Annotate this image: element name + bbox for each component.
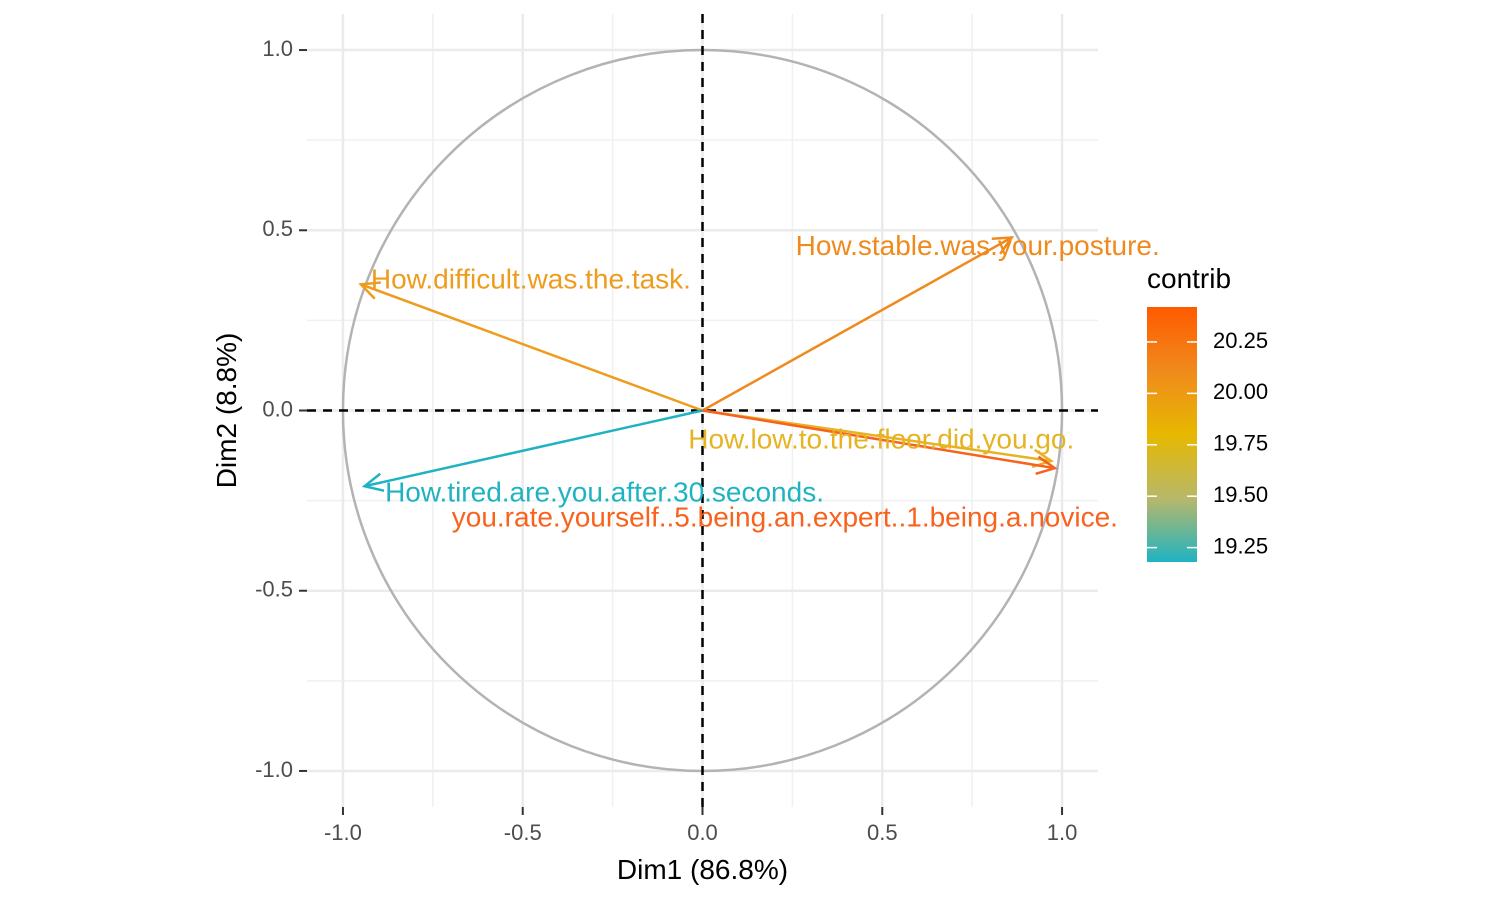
- variable-arrow: [358, 281, 703, 412]
- y-tick-label: 1.0: [262, 36, 293, 61]
- arrow-head: [991, 236, 1015, 255]
- x-tick-label: -0.5: [504, 820, 542, 845]
- variable-label: How.low.to.the.floor.did.you.go.: [688, 423, 1074, 454]
- variable-arrow: [361, 409, 703, 492]
- variable-arrow: [702, 409, 1058, 476]
- variable-label: you.rate.yourself..5.being.an.expert..1.…: [452, 502, 1118, 533]
- variable-label: How.tired.are.you.after.30.seconds.: [385, 477, 824, 508]
- arrow-head: [1035, 455, 1058, 476]
- y-tick-label: 0.5: [262, 216, 293, 241]
- x-axis-title: Dim1 (86.8%): [617, 854, 788, 885]
- legend-break-label: 19.25: [1213, 533, 1268, 558]
- y-tick-label: -1.0: [255, 757, 293, 782]
- arrow-head: [361, 472, 385, 492]
- x-tick-label: -1.0: [324, 820, 362, 845]
- variable-label: How.difficult.was.the.task.: [371, 264, 691, 295]
- arrow-shaft: [364, 409, 703, 488]
- legend-break-label: 20.00: [1213, 379, 1268, 404]
- y-axis-title: Dim2 (8.8%): [211, 333, 242, 489]
- axes: -1.0 -0.5 0.0 0.5 1.0 -1.0 -0.5 0.0 0.5 1.0: [255, 36, 1077, 845]
- legend-title: contrib: [1147, 263, 1231, 294]
- arrow-shaft: [360, 283, 703, 412]
- legend-break-label: 19.75: [1213, 431, 1268, 456]
- arrow-shaft: [701, 236, 1013, 412]
- legend-breaks: 20.25 20.00 19.75 19.50 19.25: [1147, 328, 1268, 558]
- x-tick-label: 0.0: [687, 820, 718, 845]
- variable-arrow: [701, 236, 1015, 412]
- variable-arrows: [358, 236, 1058, 492]
- y-tick-label: -0.5: [255, 577, 293, 602]
- x-tick-label: 1.0: [1047, 820, 1078, 845]
- arrow-head: [358, 281, 381, 300]
- variable-labels: How.stable.was.your.posture. How.difficul…: [371, 230, 1160, 533]
- zero-reference-lines: [307, 14, 1098, 807]
- legend-colorbar: [1147, 307, 1197, 562]
- legend-break-label: 20.25: [1213, 328, 1268, 353]
- legend: contrib 20.25 20.00 19.75 19.50 19.25: [1147, 263, 1268, 562]
- variable-label: How.stable.was.your.posture.: [796, 230, 1160, 261]
- arrow-shaft: [702, 409, 1056, 470]
- legend-break-label: 19.50: [1213, 482, 1268, 507]
- x-tick-label: 0.5: [867, 820, 898, 845]
- y-tick-label: 0.0: [262, 396, 293, 421]
